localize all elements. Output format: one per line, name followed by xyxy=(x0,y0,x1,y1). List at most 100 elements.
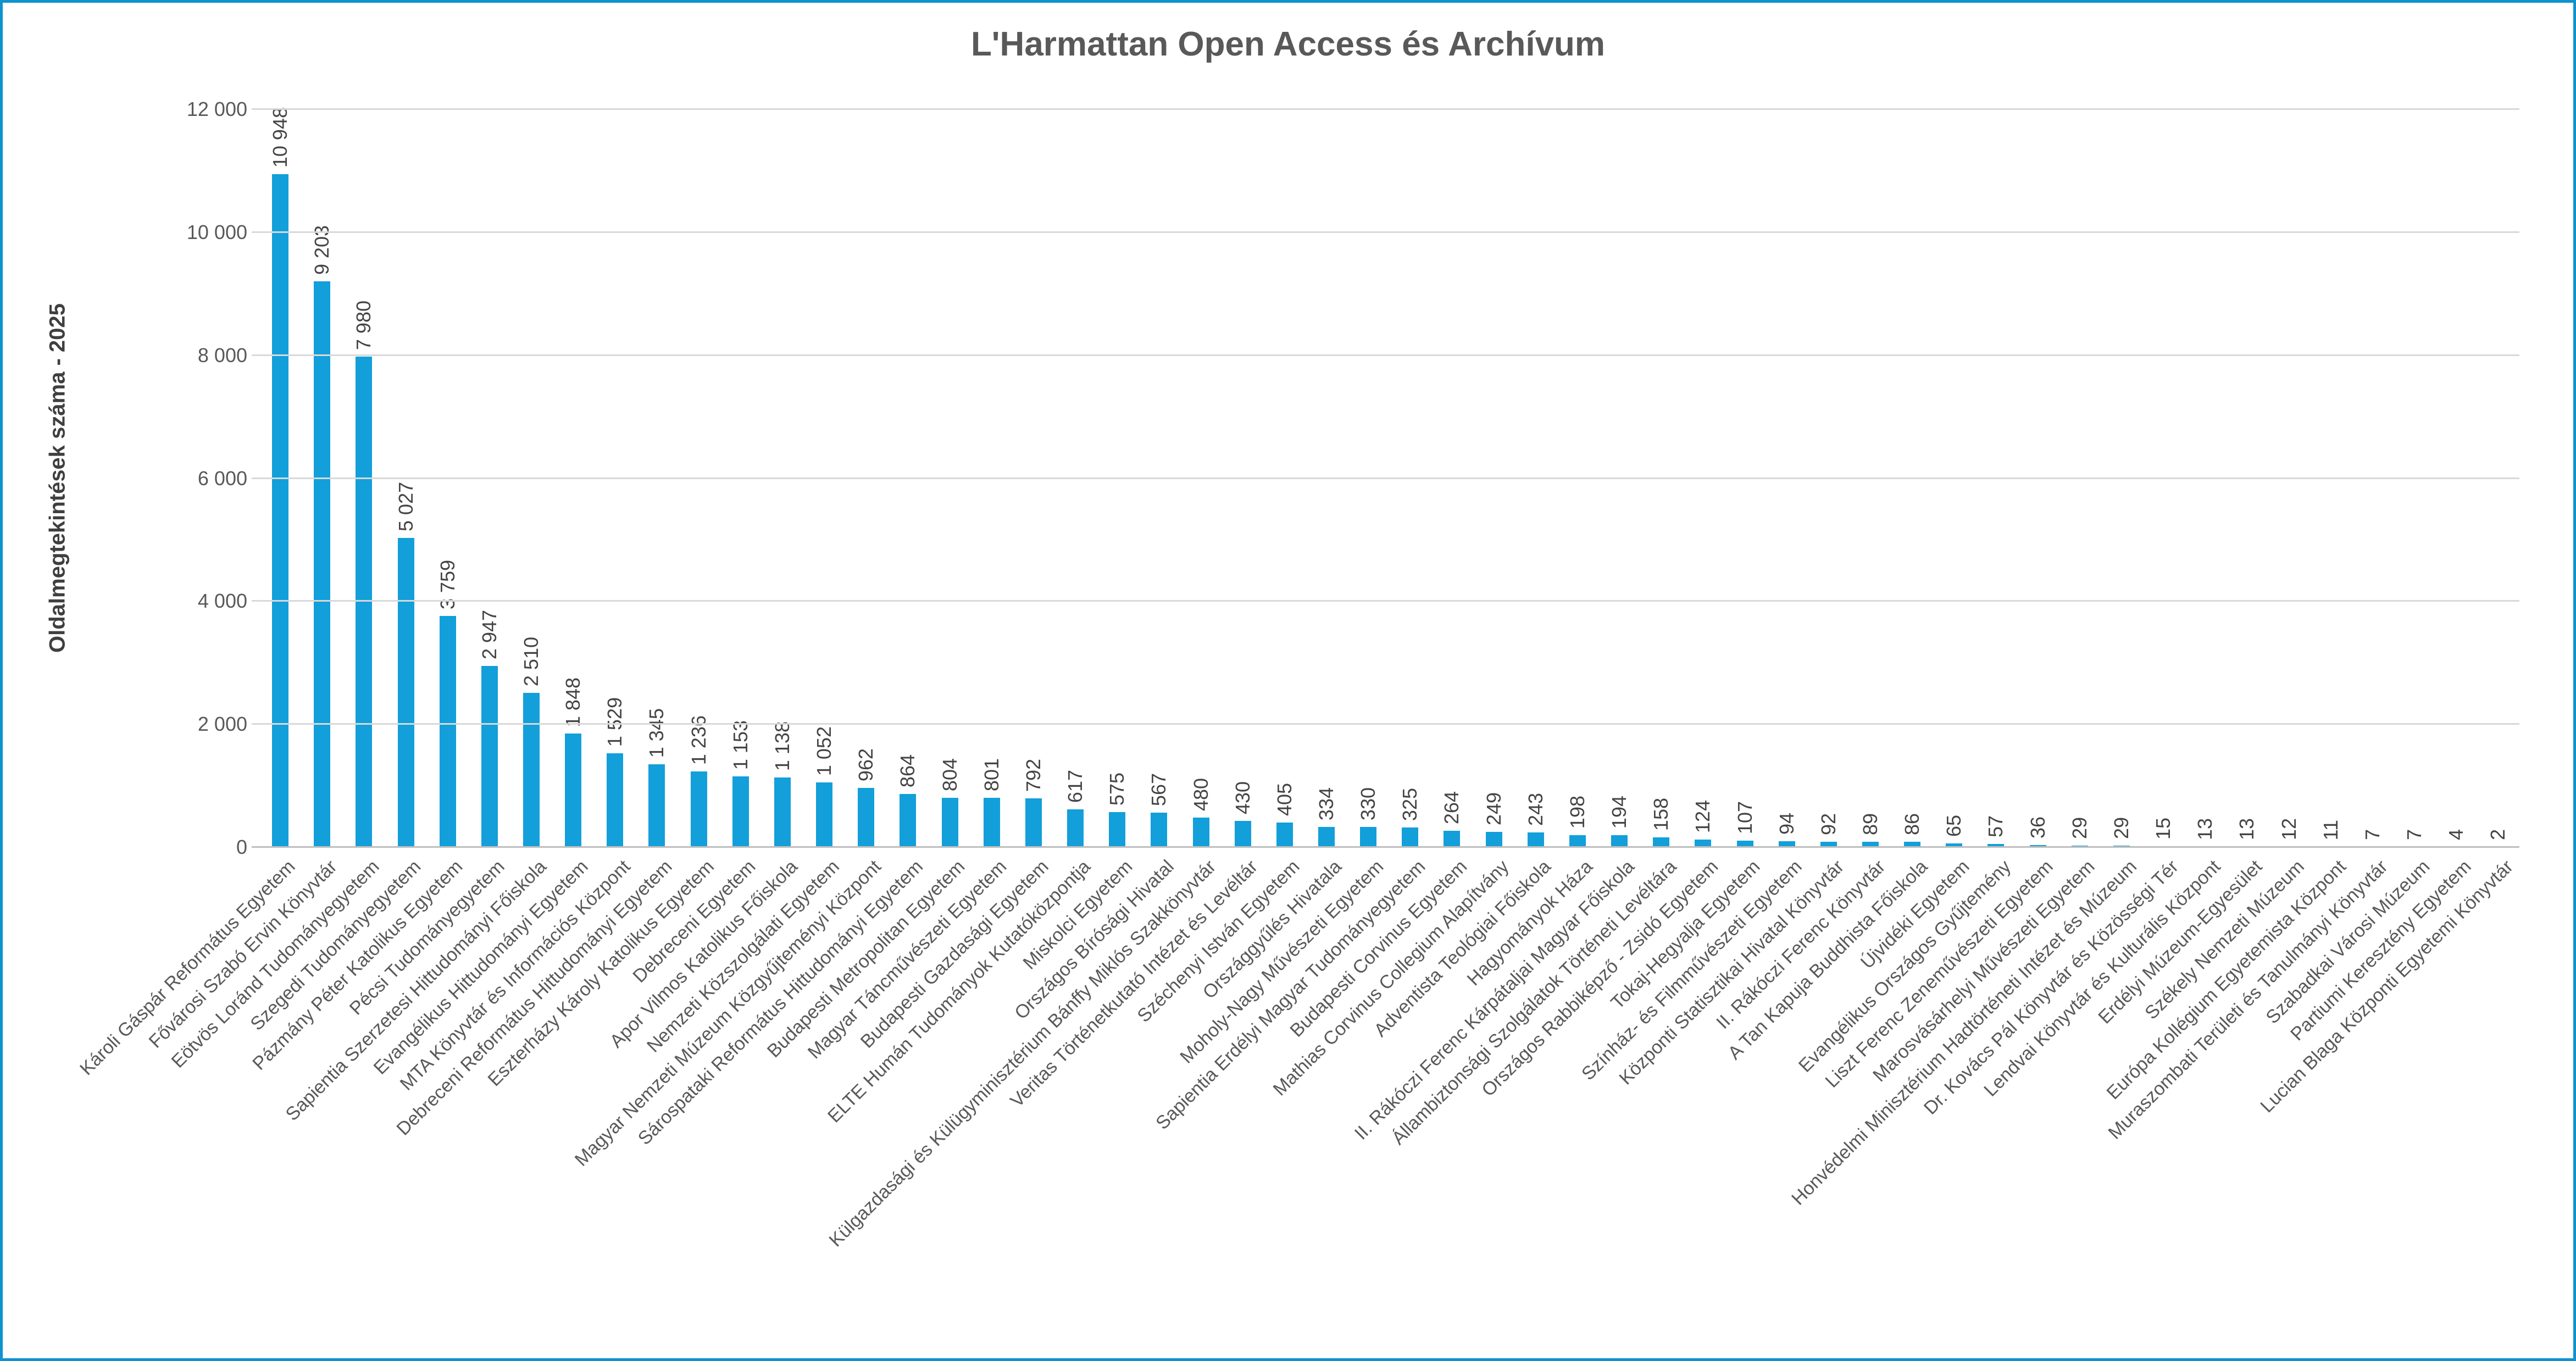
bar-cell: 430 Veritas Történetkutató Intézet és Lev… xyxy=(1007,109,1264,1112)
bar-value-label: 334 xyxy=(1314,787,1337,820)
bar xyxy=(983,798,1000,847)
bar-cell: 5 027 Szegedi Tudományegyetem xyxy=(247,109,426,1035)
bar-cell: 249 Mathias Corvinus Collegium Alapítvány xyxy=(1269,109,1515,1100)
y-axis-tick-label: 0 xyxy=(236,836,247,858)
bar-cell: 94 Színház- és Filmművészeti Egyetem xyxy=(1578,109,1808,1085)
gridline xyxy=(252,600,2519,602)
gridline xyxy=(252,723,2519,725)
bar xyxy=(314,281,331,847)
bar-value-label: 4 xyxy=(2445,829,2468,840)
bar-value-label: 2 xyxy=(2486,829,2510,840)
bar-cell: 2 510 Sapientia Szerzetesi Hittudományi F… xyxy=(282,109,552,1125)
bar-cell: 57 Evangélikus Országos Gyűjtemény xyxy=(1795,109,2017,1076)
bar-value-label: 249 xyxy=(1482,792,1505,825)
bar-value-label: 92 xyxy=(1817,813,1840,835)
bar-value-label: 617 xyxy=(1064,769,1087,803)
bar-value-label: 804 xyxy=(938,758,961,791)
bar xyxy=(1067,809,1084,847)
y-axis-tick-label: 10 000 xyxy=(186,220,247,243)
bar-cell: 864 Sárospataki Református Hittudományi E… xyxy=(634,109,929,1149)
bar-cell: 198 Hagyományok Háza xyxy=(1463,109,1598,990)
bar xyxy=(1444,831,1461,847)
bar-cell: 264 Budapesti Corvinus Egyetem xyxy=(1286,109,1473,1041)
bar-cell: 325 Sapientia Erdélyi Magyar Tudományegye… xyxy=(1152,109,1431,1134)
y-axis-tick-label: 12 000 xyxy=(186,98,247,120)
bar-cell: 107 Tokaj-Hegyalja Egyetem xyxy=(1607,109,1766,1013)
bar xyxy=(1234,821,1251,847)
bar-value-label: 1 345 xyxy=(645,708,668,758)
bar-value-label: 405 xyxy=(1273,782,1296,816)
bar-value-label: 36 xyxy=(2026,816,2049,838)
plot-area: 10 948 Károli Gáspár Református Egyetem 9 … xyxy=(76,107,2519,1251)
bar xyxy=(900,794,917,847)
bar xyxy=(481,666,498,847)
bar xyxy=(1904,842,1921,847)
bar-cell: 405 Széchenyi István Egyetem xyxy=(1134,109,1306,1026)
chart-title: L'Harmattan Open Access és Archívum xyxy=(970,25,1606,63)
bar-cell: 804 Budapesti Metropolitan Egyetem xyxy=(763,109,971,1062)
bar xyxy=(1025,798,1042,847)
bar-value-label: 86 xyxy=(1901,813,1924,835)
bar xyxy=(1820,842,1837,847)
bar-value-label: 864 xyxy=(896,754,919,787)
bar-value-label: 1 052 xyxy=(813,726,836,776)
bar xyxy=(397,538,414,847)
bar-cell: 3 759 Pázmány Péter Katolikus Egyetem xyxy=(249,109,469,1074)
bar-value-label: 801 xyxy=(980,758,1003,791)
bar xyxy=(356,357,373,847)
bar-cell: 575 Miskolci Egyetem xyxy=(1019,109,1138,974)
bar-value-label: 89 xyxy=(1859,813,1882,835)
bar-cell: 334 Országgyűlés Hivatala xyxy=(1198,109,1347,1003)
bar-cell: 962 Magyar Nemzeti Múzeum Közgyűjteményi … xyxy=(571,109,887,1170)
bar-value-label: 198 xyxy=(1565,795,1589,829)
bar-value-label: 1 848 xyxy=(562,677,585,727)
y-axis-tick-label: 8 000 xyxy=(197,343,247,366)
bar-cell: 243 Adventista Teológiai Főiskola xyxy=(1370,109,1557,1041)
bar-cell: 567 Országos Bírósági Hivatal xyxy=(1011,109,1180,1024)
bar xyxy=(858,788,875,847)
bar xyxy=(1402,827,1419,847)
bar-cell: 330 Moholy-Nagy Művészeti Egyetem xyxy=(1176,109,1389,1068)
bar xyxy=(1987,844,2005,847)
bar-cell: 480 Külgazdasági és Külügyminisztérium Bá… xyxy=(825,109,1222,1251)
bar xyxy=(941,798,958,847)
bar-cell: 1 052 Nemzeti Közszolgálati Egyetem xyxy=(643,109,845,1057)
bar-cell: 89 II. Rákóczi Ferenc Könyvtár xyxy=(1713,109,1891,1033)
bar-value-label: 12 xyxy=(2277,818,2300,840)
bar-value-label: 1 529 xyxy=(603,697,626,747)
bar-cell: 1 153 Debreceni Egyetem xyxy=(629,109,762,987)
y-axis-tick-label: 6 000 xyxy=(197,466,247,490)
bar xyxy=(774,777,791,847)
bar-cell: 194 II. Rákóczi Ferenc Kárpátaljai Magyar… xyxy=(1351,109,1640,1144)
bar-cell: 92 Központi Statisztikai Hivatal Könyvtár xyxy=(1615,109,1850,1089)
bar-value-label: 480 xyxy=(1189,777,1212,811)
bar xyxy=(648,764,665,847)
y-axis-tick-label: 2 000 xyxy=(197,713,247,736)
bar xyxy=(1276,823,1293,847)
bar-value-label: 13 xyxy=(2235,818,2258,840)
bar-value-label: 107 xyxy=(1733,801,1756,834)
bar-value-label: 29 xyxy=(2109,816,2133,839)
gridline xyxy=(252,477,2519,479)
bar xyxy=(1527,832,1544,847)
bar-cell: 1 138 Apor Vilmos Katolikus Főiskola xyxy=(606,109,803,1052)
bars-row: 10 948 Károli Gáspár Református Egyetem 9 … xyxy=(76,107,2519,1251)
bar xyxy=(1318,827,1335,847)
bar-value-label: 330 xyxy=(1357,787,1380,820)
bar-value-label: 65 xyxy=(1942,814,1966,837)
bar xyxy=(1192,818,1209,847)
bar-value-label: 962 xyxy=(854,748,878,781)
bar-value-label: 567 xyxy=(1147,773,1170,806)
bar-cell: 1 236 Eszterházy Károly Katolikus Egyetem xyxy=(484,109,720,1091)
bar-value-label: 94 xyxy=(1775,812,1798,835)
bar-cell: 1 529 MTA Könyvtár és Információs Központ xyxy=(396,109,636,1095)
x-axis-line xyxy=(252,846,2519,848)
bar xyxy=(607,753,624,847)
bar xyxy=(1653,837,1670,847)
bar-value-label: 2 947 xyxy=(478,609,501,659)
bar xyxy=(1862,842,1879,847)
bar xyxy=(816,782,833,847)
gridline xyxy=(252,354,2519,356)
bar-cell: 124 Országos Rabbiképző - Zsidó Egyetem xyxy=(1478,109,1724,1101)
